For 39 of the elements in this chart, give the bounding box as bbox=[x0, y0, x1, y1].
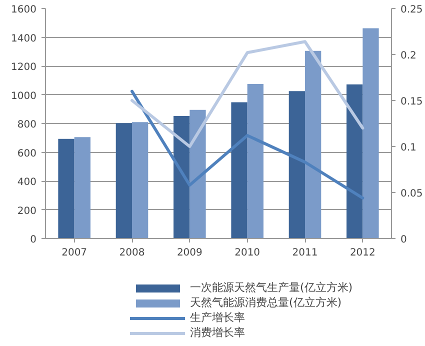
y-tick-label: 400 bbox=[17, 177, 37, 188]
legend-label: 一次能源天然气生产量(亿立方米) bbox=[190, 280, 353, 295]
bar bbox=[231, 102, 248, 238]
y-tick-label: 1600 bbox=[11, 4, 37, 16]
bar bbox=[247, 84, 264, 238]
bar bbox=[362, 28, 379, 238]
legend-label: 生产增长率 bbox=[190, 310, 245, 325]
bar bbox=[346, 84, 363, 238]
y2-tick-label: 0.2 bbox=[400, 50, 416, 62]
x-tick-label: 2009 bbox=[176, 248, 202, 258]
x-tick-label: 2010 bbox=[234, 248, 260, 258]
bar bbox=[116, 123, 132, 238]
y-tick-label: 1200 bbox=[11, 62, 37, 73]
legend-label: 天然气能源消费总量(亿立方米) bbox=[190, 295, 342, 310]
y-tick-label: 200 bbox=[17, 206, 37, 217]
x-tick-label: 2012 bbox=[350, 248, 376, 258]
bar bbox=[190, 110, 206, 238]
y2-tick-label: 0.15 bbox=[400, 96, 423, 108]
y-tick-label: 1000 bbox=[11, 90, 37, 102]
bar bbox=[132, 122, 148, 238]
bar bbox=[305, 50, 322, 238]
y2-tick-label: 0.05 bbox=[400, 188, 423, 200]
y2-tick-label: 0.25 bbox=[400, 4, 423, 16]
bar bbox=[74, 137, 90, 238]
y-tick-label: 1400 bbox=[11, 33, 37, 44]
line-series bbox=[130, 40, 364, 148]
x-tick-label: 2007 bbox=[62, 248, 88, 258]
x-tick-label: 2011 bbox=[292, 248, 318, 258]
x-tick-label: 2008 bbox=[119, 248, 145, 258]
y-tick-label: 0 bbox=[30, 234, 37, 246]
bar bbox=[174, 116, 190, 238]
y-tick-label: 600 bbox=[17, 148, 37, 160]
bar bbox=[288, 91, 305, 238]
y2-tick-label: 0.1 bbox=[400, 142, 416, 154]
y-tick-label: 800 bbox=[17, 120, 37, 130]
y2-tick-label: 0 bbox=[400, 234, 407, 246]
line-series bbox=[130, 90, 364, 200]
legend-label: 消费增长率 bbox=[190, 325, 245, 340]
bar bbox=[58, 138, 74, 238]
